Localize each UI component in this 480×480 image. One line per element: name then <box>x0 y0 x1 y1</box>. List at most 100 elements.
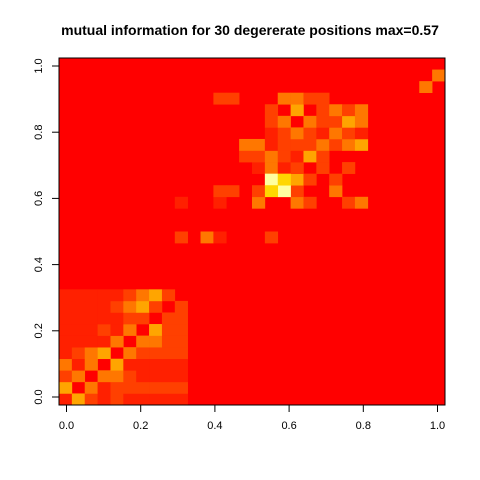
heatmap-cell <box>316 162 330 174</box>
heatmap-cell <box>264 104 279 117</box>
heatmap-cell <box>123 370 137 383</box>
heatmap-cell <box>136 370 150 383</box>
heatmap-cell <box>97 381 111 394</box>
heatmap-cell <box>174 324 188 336</box>
heatmap-cell <box>136 381 150 394</box>
heatmap-cell <box>277 138 291 151</box>
heatmap-cell <box>239 150 253 163</box>
heatmap-cell <box>110 393 124 406</box>
heatmap-cell <box>252 138 266 151</box>
heatmap-cell <box>342 162 356 174</box>
heatmap-cell <box>264 231 279 244</box>
heatmap-cell <box>84 335 98 348</box>
heatmap-cell <box>252 150 266 163</box>
heatmap-cell <box>174 312 188 325</box>
heatmap-cell <box>342 115 356 128</box>
heatmap-cell <box>123 381 137 394</box>
heatmap-cell <box>213 92 227 105</box>
heatmap-cell <box>213 196 227 209</box>
heatmap-cell <box>161 289 176 302</box>
heatmap-cell <box>290 162 304 174</box>
heatmap-cell <box>329 138 343 151</box>
heatmap-cell <box>290 104 304 117</box>
heatmap-cell <box>277 150 291 163</box>
heatmap-cell <box>123 300 137 313</box>
heatmap-cell <box>419 81 433 93</box>
heatmap-cell <box>303 173 317 186</box>
heatmap-cell <box>136 393 150 406</box>
heatmap-cell <box>110 335 124 348</box>
heatmap-cell <box>110 358 124 371</box>
heatmap-cell <box>97 335 111 348</box>
heatmap-cell <box>71 358 86 371</box>
heatmap-cell <box>354 104 369 117</box>
heatmap-cell <box>329 185 343 198</box>
heatmap-cell <box>59 381 73 394</box>
heatmap-cell <box>136 347 150 360</box>
heatmap-cell <box>59 370 73 383</box>
heatmap-cell <box>149 393 163 406</box>
heatmap-cell <box>213 185 227 198</box>
heatmap-cell <box>59 347 73 360</box>
chart-title: mutual information for 30 degererate pos… <box>61 22 439 38</box>
x-tick-label: 0.4 <box>207 420 222 432</box>
heatmap-cell <box>432 69 446 82</box>
heatmap-cell <box>264 173 279 186</box>
x-tick-label: 1.0 <box>430 420 445 432</box>
heatmap-cell <box>136 312 150 325</box>
heatmap-cell <box>84 289 98 302</box>
heatmap-cell <box>264 185 279 198</box>
heatmap-cell <box>161 381 176 394</box>
x-tick-label: 0.0 <box>59 420 74 432</box>
heatmap-cell <box>136 300 150 313</box>
heatmap-cell <box>59 324 73 336</box>
heatmap-cell <box>342 104 356 117</box>
heatmap-cell <box>136 335 150 348</box>
heatmap-cell <box>290 173 304 186</box>
heatmap-cell <box>290 92 304 105</box>
heatmap-cell <box>161 358 176 371</box>
heatmap-cell <box>110 312 124 325</box>
heatmap-cell <box>174 358 188 371</box>
heatmap-cell <box>277 162 291 174</box>
heatmap-cell <box>59 335 73 348</box>
heatmap-cell <box>149 335 163 348</box>
heatmap-cell <box>149 347 163 360</box>
heatmap-cell <box>316 104 330 117</box>
heatmap-cell <box>84 358 98 371</box>
heatmap-cell <box>59 358 73 371</box>
y-axis: 0.0 0.2 0.4 0.6 0.8 1.0 <box>33 58 60 405</box>
heatmap-cell <box>277 92 291 105</box>
heatmap-cell <box>174 231 188 244</box>
heatmap-cell <box>84 347 98 360</box>
heatmap-cell <box>97 289 111 302</box>
heatmap-cell <box>303 138 317 151</box>
heatmap-cell <box>149 381 163 394</box>
heatmap-cell <box>303 115 317 128</box>
heatmap-cell <box>303 92 317 105</box>
heatmap-cell <box>316 150 330 163</box>
heatmap-cell <box>71 289 86 302</box>
heatmap-cell <box>277 173 291 186</box>
heatmap-cell <box>264 150 279 163</box>
heatmap-cell <box>329 173 343 186</box>
heatmap-cell <box>59 393 73 406</box>
heatmap-cell <box>84 381 98 394</box>
heatmap-cell <box>161 370 176 383</box>
y-tick-label: 0.0 <box>33 389 45 404</box>
y-tick-label: 0.4 <box>33 257 45 272</box>
heatmap-cell <box>161 312 176 325</box>
heatmap-cell <box>354 196 369 209</box>
heatmap-cell <box>71 393 86 406</box>
y-tick-label: 0.6 <box>33 191 45 206</box>
heatmap-cell <box>252 162 266 174</box>
heatmap-cell <box>342 127 356 140</box>
heatmap-cell <box>354 115 369 128</box>
heatmap-cell <box>84 300 98 313</box>
heatmap-cell <box>342 138 356 151</box>
heatmap-cell <box>354 138 369 151</box>
heatmap-cell <box>149 324 163 336</box>
heatmap-background <box>59 58 445 405</box>
heatmap-cell <box>97 370 111 383</box>
heatmap-cell <box>264 138 279 151</box>
